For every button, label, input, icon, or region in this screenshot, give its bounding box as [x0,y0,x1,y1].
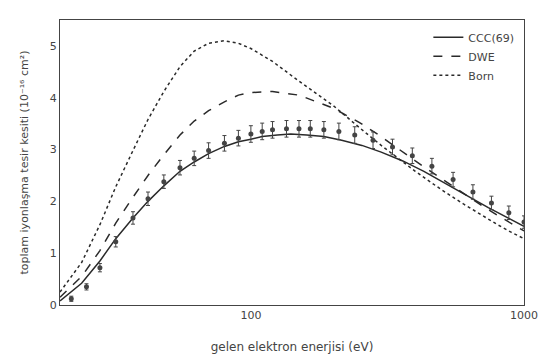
svg-text:DWE: DWE [468,51,494,64]
svg-text:gelen elektron enerjisi (eV): gelen elektron enerjisi (eV) [211,340,374,354]
svg-text:CCC(69): CCC(69) [468,32,514,45]
svg-text:Born: Born [468,70,494,83]
svg-text:1000: 1000 [510,309,538,322]
svg-text:2: 2 [50,195,57,208]
svg-text:toplam iyonlaşma tesir kesiti: toplam iyonlaşma tesir kesiti (10⁻¹⁶ cm²… [18,51,31,275]
svg-text:100: 100 [240,309,261,322]
svg-text:0: 0 [50,299,57,312]
svg-text:4: 4 [50,92,57,105]
svg-text:1: 1 [50,247,57,260]
svg-text:3: 3 [50,143,57,156]
svg-text:5: 5 [50,40,57,53]
